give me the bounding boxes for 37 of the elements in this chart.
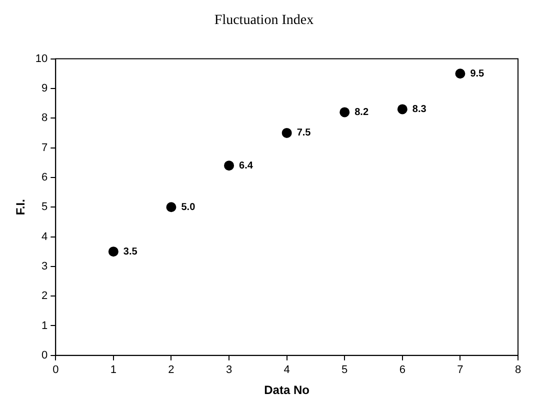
y-tick-label: 4 xyxy=(42,230,48,243)
data-label: 3.5 xyxy=(123,246,138,258)
point xyxy=(166,202,176,212)
point xyxy=(397,104,408,114)
x-tick-label: 7 xyxy=(457,364,464,376)
y-tick-label: 8 xyxy=(42,112,48,124)
x-tick-label: 3 xyxy=(226,364,232,376)
x-tick-label: 2 xyxy=(168,364,174,376)
y-tick-label: 2 xyxy=(42,290,48,302)
x-axis-title: Data No xyxy=(264,383,310,398)
data-label: 8.3 xyxy=(412,104,427,115)
y-tick-label: 0 xyxy=(42,349,48,362)
point xyxy=(455,68,466,79)
chart-title: Fluctuation Index xyxy=(214,13,314,28)
y-tick-label: 10 xyxy=(35,52,48,65)
x-tick-label: 8 xyxy=(514,364,522,376)
y-tick-label: 5 xyxy=(42,201,48,214)
x-tick-label: 5 xyxy=(342,364,348,376)
x-tick-label: 0 xyxy=(52,364,59,376)
y-tick-label: 3 xyxy=(42,260,48,272)
point xyxy=(282,128,292,138)
x-tick-label: 4 xyxy=(284,364,290,376)
data-label: 7.5 xyxy=(296,128,312,139)
data-label: 8.2 xyxy=(354,106,369,118)
y-tick-label: 9 xyxy=(42,82,48,94)
y-tick-label: 7 xyxy=(42,142,48,154)
data-label: 9.5 xyxy=(470,68,485,80)
point xyxy=(108,246,118,257)
y-tick-label: 6 xyxy=(42,171,48,184)
x-tick-label: 1 xyxy=(110,364,116,376)
y-tick-label: 1 xyxy=(42,320,48,332)
y-axis-title: F.I. xyxy=(14,199,28,216)
data-label: 5.0 xyxy=(181,202,196,213)
x-tick-label: 6 xyxy=(399,364,406,376)
data-label: 6.4 xyxy=(239,160,254,172)
point xyxy=(224,160,234,171)
point xyxy=(340,107,350,118)
